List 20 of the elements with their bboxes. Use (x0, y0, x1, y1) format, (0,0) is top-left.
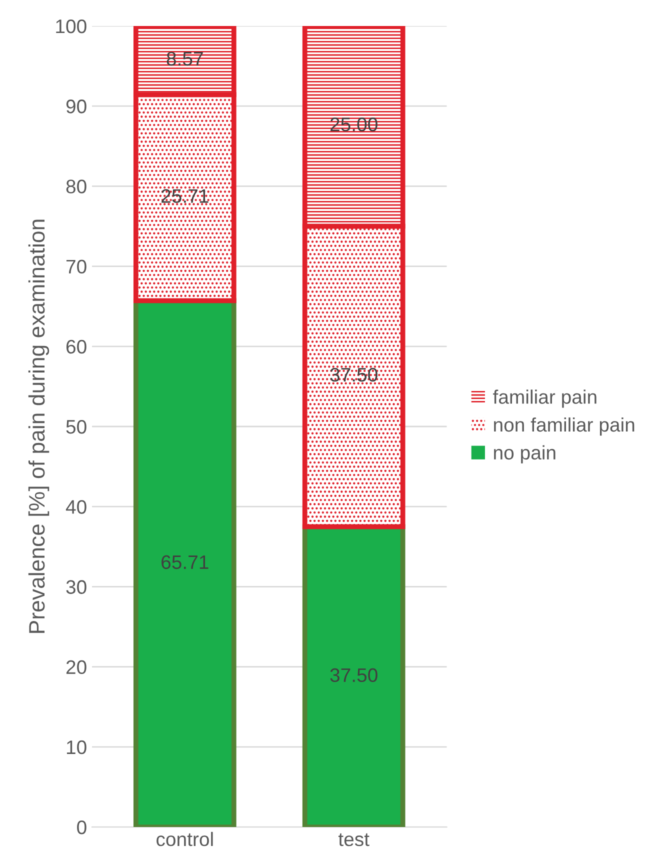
x-tick-label: test (338, 833, 370, 846)
y-tick-label: 50 (66, 420, 86, 434)
y-tick-label: 80 (66, 180, 86, 194)
legend-label: no pain (494, 445, 556, 464)
data-label: 65.71 (162, 555, 208, 570)
x-tick-label: control (156, 832, 213, 846)
y-tick-label: 40 (66, 500, 86, 514)
y-tick-label: 10 (66, 740, 86, 754)
y-tick-label: 70 (66, 260, 86, 274)
y-tick-label: 20 (66, 660, 86, 674)
data-label: 25.00 (330, 118, 378, 132)
y-tick-label: 0 (77, 820, 86, 834)
legend-label: non familiar pain (494, 417, 634, 436)
data-label: 37.50 (330, 668, 378, 682)
y-axis-title: Prevalence [%] of pain during examination (28, 220, 50, 633)
y-tick-label: 60 (66, 340, 86, 354)
y-tick-label: 100 (56, 19, 86, 34)
legend-label: familiar pain (493, 390, 596, 408)
y-tick-label: 90 (66, 100, 86, 114)
y-tick-label: 30 (66, 580, 86, 594)
